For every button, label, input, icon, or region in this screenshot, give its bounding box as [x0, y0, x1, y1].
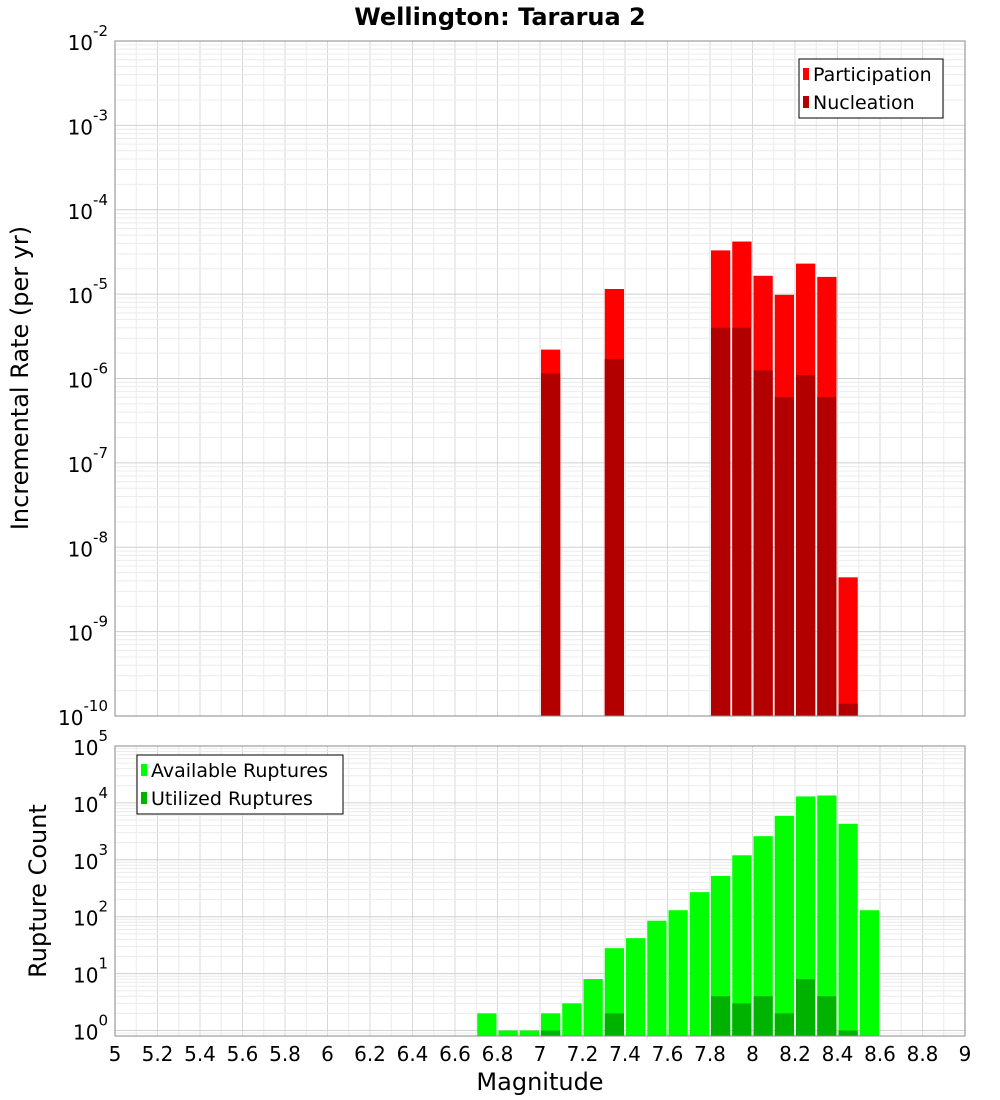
rate-y-tick-label: 10-4 [68, 191, 108, 224]
x-tick-label: 7 [534, 1042, 547, 1066]
count-bar-available-ruptures [689, 892, 709, 1036]
rate-y-tick-label: 10-10 [58, 697, 108, 730]
rate-bar-nucleation [796, 375, 816, 716]
count-bar-utilized-ruptures [838, 1030, 858, 1036]
count-bar-utilized-ruptures [817, 996, 837, 1036]
rate-y-tick-label: 10-8 [68, 528, 108, 561]
count-y-tick-label: 104 [73, 784, 108, 817]
count-y-tick-label: 102 [73, 898, 108, 931]
count-bar-utilized-ruptures [774, 1013, 794, 1036]
count-bar-available-ruptures [732, 855, 752, 1036]
count-bar-available-ruptures [711, 875, 731, 1036]
x-tick-label: 8.8 [907, 1042, 939, 1066]
count-bar-available-ruptures [519, 1030, 539, 1036]
x-tick-label: 8 [746, 1042, 759, 1066]
count-y-tick-label: 100 [73, 1011, 108, 1044]
count-legend-box [136, 754, 344, 815]
rate-legend-swatch [803, 68, 809, 80]
rate-bar-nucleation [711, 327, 731, 716]
rate-y-tick-label: 10-9 [68, 613, 108, 646]
count-bar-utilized-ruptures [796, 979, 816, 1036]
count-bar-utilized-ruptures [711, 996, 731, 1036]
x-tick-label: 8.6 [864, 1042, 896, 1066]
count-bar-available-ruptures [817, 795, 837, 1036]
count-bar-available-ruptures [562, 1003, 582, 1036]
count-bar-available-ruptures [838, 823, 858, 1036]
rate-bar-nucleation [774, 397, 794, 716]
x-tick-label: 5 [109, 1042, 122, 1066]
x-tick-label: 7.6 [652, 1042, 684, 1066]
count-bar-available-ruptures [796, 796, 816, 1036]
count-plot-frame [114, 745, 966, 1037]
rate-bar-participation [838, 577, 858, 716]
count-y-axis-label: Rupture Count [24, 804, 52, 978]
count-bar-available-ruptures [668, 910, 688, 1036]
count-bar-available-ruptures [626, 938, 646, 1036]
x-tick-label: 6.4 [397, 1042, 429, 1066]
rate-y-axis-label: Incremental Rate (per yr) [6, 226, 34, 530]
x-tick-label: 6.6 [439, 1042, 471, 1066]
x-tick-label: 5.6 [227, 1042, 259, 1066]
rate-y-tick-label: 10-2 [68, 22, 108, 55]
count-legend-label: Available Ruptures [151, 760, 328, 782]
x-tick-label: 7.4 [609, 1042, 641, 1066]
x-tick-label: 5.4 [184, 1042, 216, 1066]
rate-legend-label: Nucleation [813, 92, 915, 114]
count-y-tick-label: 103 [73, 841, 108, 874]
count-bar-available-ruptures [774, 815, 794, 1036]
count-legend-label: Utilized Ruptures [151, 788, 313, 810]
count-bar-available-ruptures [583, 979, 603, 1036]
rate-legend-box [798, 58, 944, 119]
count-legend-swatch [141, 792, 147, 804]
x-tick-label: 8.2 [779, 1042, 811, 1066]
rate-y-tick-label: 10-7 [68, 444, 108, 477]
count-bar-available-ruptures [647, 920, 667, 1036]
count-bar-utilized-ruptures [732, 1003, 752, 1036]
x-tick-label: 6.2 [354, 1042, 386, 1066]
x-tick-label: 9 [959, 1042, 972, 1066]
rupture-count-panel: 100 101 102 103 104 105 Available Ruptures Util… [73, 727, 971, 1066]
count-bar-utilized-ruptures [753, 996, 773, 1036]
rate-legend-swatch [803, 96, 809, 108]
count-y-tick-label: 105 [73, 727, 108, 760]
x-tick-label: 6.8 [482, 1042, 514, 1066]
chart-title: Wellington: Tararua 2 [354, 3, 646, 31]
rate-y-tick-label: 10-5 [68, 275, 108, 308]
rate-y-tick-label: 10-3 [68, 106, 108, 139]
x-tick-label: 5.8 [269, 1042, 301, 1066]
x-tick-label: 7.8 [694, 1042, 726, 1066]
count-bar-available-ruptures [541, 1013, 561, 1036]
rate-bar-nucleation [753, 370, 773, 716]
count-bar-available-ruptures [859, 910, 879, 1036]
count-y-tick-label: 101 [73, 955, 108, 988]
x-tick-label: 6 [321, 1042, 334, 1066]
rate-bar-nucleation [541, 373, 561, 716]
count-bar-utilized-ruptures [541, 1030, 561, 1036]
x-tick-label: 7.2 [567, 1042, 599, 1066]
count-bar-utilized-ruptures [604, 1013, 624, 1036]
rate-bar-nucleation [604, 359, 624, 716]
rate-legend-label: Participation [813, 64, 932, 86]
count-bar-available-ruptures [498, 1030, 518, 1036]
x-tick-label: 8.4 [822, 1042, 854, 1066]
rate-bar-nucleation [817, 397, 837, 716]
rate-panel: 10-10 10-9 10-8 10-7 10-6 10-5 10-4 10-3 10-2 Par… [58, 22, 966, 730]
x-axis-label: Magnitude [476, 1068, 603, 1096]
rate-y-tick-label: 10-6 [68, 360, 108, 393]
rate-bar-nucleation [732, 327, 752, 716]
x-tick-label: 5.2 [142, 1042, 174, 1066]
count-legend-swatch [141, 764, 147, 776]
rate-bar-nucleation [838, 703, 858, 716]
count-bar-available-ruptures [753, 836, 773, 1036]
count-bar-available-ruptures [477, 1013, 497, 1036]
rate-plot-frame [114, 40, 966, 717]
